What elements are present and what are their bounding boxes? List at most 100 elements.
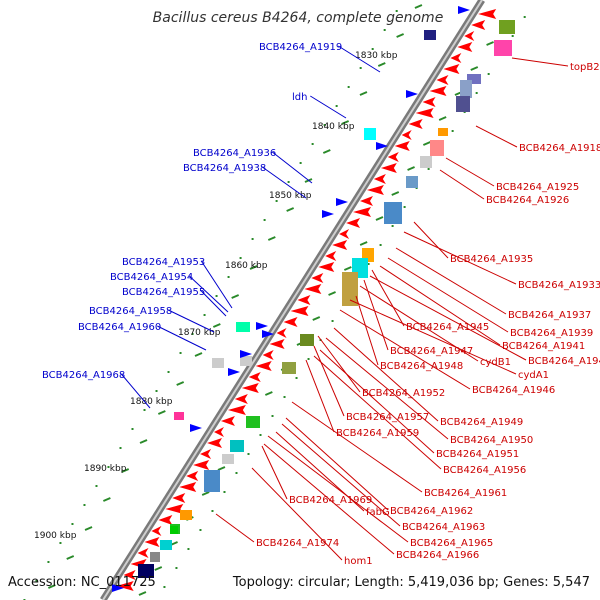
cds-arrow [401, 130, 412, 140]
backbone-group [100, 0, 485, 600]
forward-arrow [336, 198, 348, 206]
cds-arrow [346, 218, 361, 228]
gene-box [384, 202, 402, 224]
kbp-label: 1880 kbp [130, 397, 173, 407]
forward-gene-label: BCB4264_A1936 [193, 148, 276, 159]
leader-line [445, 157, 495, 187]
dot [395, 10, 398, 12]
cds-arrow [311, 273, 324, 283]
leader-line [439, 169, 485, 200]
reverse-gene-labels: topB2 BCB4264_A1918 BCB4264_A1925 BCB4264_A… [215, 57, 600, 567]
forward-gene-label: BCB4264_A1958 [89, 306, 172, 317]
cds-arrow [137, 548, 149, 558]
tick-mark [47, 584, 56, 589]
dot [247, 453, 250, 455]
tick-mark [217, 466, 226, 471]
kbp-label: 1830 kbp [355, 51, 398, 61]
dot [155, 390, 158, 392]
tick-mark [231, 294, 240, 299]
leader-line [281, 423, 401, 527]
dot [287, 181, 290, 183]
tick-mark [486, 41, 494, 46]
reverse-gene-label: BCB4264_A1965 [410, 538, 493, 549]
reverse-gene-label: fabG [366, 507, 390, 518]
cds-arrow [290, 306, 309, 316]
gene-box [300, 334, 314, 346]
dot [143, 409, 146, 411]
reverse-gene-label: BCB4264_A1925 [496, 182, 579, 193]
cds-arrow [220, 416, 235, 426]
leader-line [285, 417, 389, 511]
cds-arrow [116, 581, 134, 591]
tick-mark [422, 141, 431, 146]
reverse-gene-label: BCB4264_A1963 [402, 522, 485, 533]
gene-box [438, 128, 448, 136]
tick-mark [176, 381, 185, 386]
forward-gene-label: BCB4264_A1938 [183, 163, 266, 174]
map-title: Bacillus cereus B4264, complete genome [153, 10, 444, 26]
gene-box [180, 510, 192, 520]
leader-line [271, 151, 313, 184]
reverse-gene-label: BCB4264_A1947 [390, 346, 473, 357]
leader-line [261, 445, 288, 500]
gene-box [212, 358, 224, 368]
reverse-gene-label: BCB4264_A1950 [450, 435, 533, 446]
forward-arrows [112, 6, 470, 592]
reverse-gene-label: hom1 [344, 556, 373, 567]
leader-line [313, 345, 345, 417]
leader-line [267, 435, 409, 543]
gene-box [174, 412, 184, 420]
dot [71, 523, 74, 525]
reverse-gene-label: BCB4264_A1974 [256, 538, 339, 549]
tick-mark [328, 291, 336, 296]
gene-box [494, 40, 512, 56]
gene-box [236, 322, 250, 332]
tick-mark [157, 410, 166, 415]
leader-line [120, 373, 151, 409]
leader-line [157, 325, 207, 351]
leader-line [305, 359, 335, 433]
dot [167, 371, 170, 373]
cds-arrow [415, 108, 434, 118]
leader-line [355, 295, 379, 366]
cds-arrow [366, 185, 384, 195]
cds-arrow [186, 471, 199, 481]
kbp-label: 1860 kbp [225, 261, 268, 271]
reverse-gene-label: BCB4264_A1939 [510, 328, 593, 339]
forward-arrow [376, 142, 388, 150]
dot [163, 586, 166, 588]
leader-line [413, 221, 449, 259]
dot [59, 542, 62, 544]
dot [191, 333, 194, 335]
leader-line [291, 401, 423, 493]
cds-arrow [387, 152, 399, 162]
reverse-gene-label: BCB4264_A1951 [436, 449, 519, 460]
dot [283, 396, 286, 398]
forward-gene-label: BCB4264_A1955 [122, 287, 205, 298]
leader-line [200, 260, 233, 309]
leader-line [168, 309, 215, 333]
leader-line [215, 513, 255, 543]
dot [199, 529, 202, 531]
reverse-gene-label: BCB4264_A1926 [486, 195, 569, 206]
dot [47, 561, 50, 563]
cds-arrow [269, 339, 285, 349]
dot [203, 314, 206, 316]
dot [523, 16, 526, 18]
reverse-gene-label: topB2 [570, 62, 600, 73]
forward-arrow [228, 368, 240, 376]
dot [259, 434, 262, 436]
cds-arrow [380, 163, 397, 173]
reverse-gene-label: BCB4264_A1952 [362, 388, 445, 399]
dot [215, 295, 218, 297]
dot [391, 225, 394, 227]
forward-arrow [458, 6, 470, 14]
tick-mark [194, 352, 203, 357]
cds-arrow [248, 372, 261, 382]
dot [347, 86, 350, 88]
tick-mark [391, 191, 400, 196]
gene-box [240, 356, 252, 366]
reverse-gene-label: BCB4264_A1959 [336, 428, 419, 439]
